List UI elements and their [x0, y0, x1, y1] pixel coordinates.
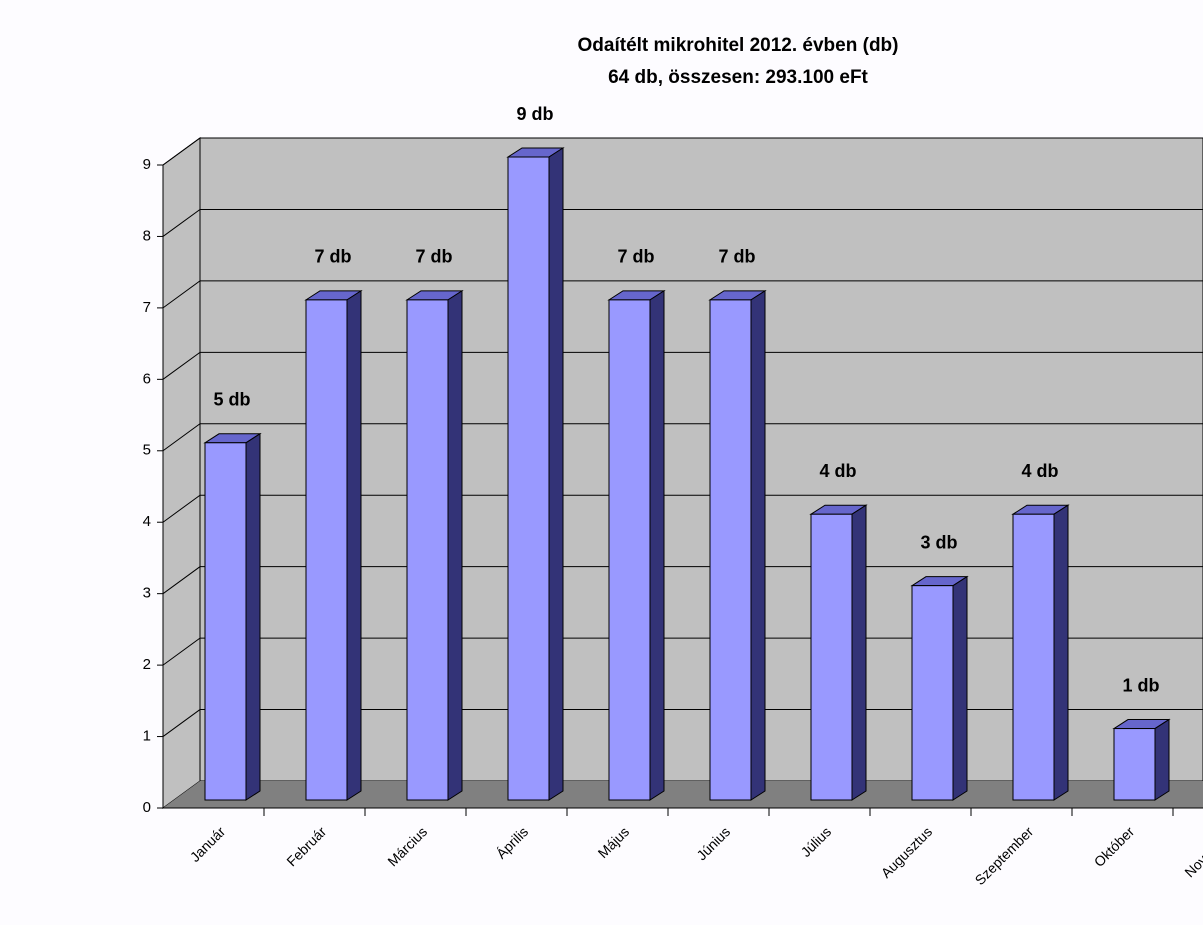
bar-side — [851, 504, 867, 801]
y-tick-label: 2 — [143, 656, 151, 673]
grid-line — [162, 494, 1203, 523]
bar-side — [447, 289, 463, 801]
value-label: 7 db — [617, 247, 654, 267]
x-tick-label: Szeptember — [972, 823, 1037, 888]
x-tick-label: Március — [384, 823, 430, 869]
x-tick-label: Február — [283, 823, 329, 869]
bar — [204, 442, 247, 801]
x-tick-label: Április — [493, 823, 531, 861]
y-tick-label: 0 — [143, 799, 151, 816]
x-tick-label: November — [1181, 823, 1203, 880]
bar — [406, 299, 449, 801]
y-tick-label: 8 — [143, 227, 151, 244]
bar — [1012, 513, 1055, 801]
value-label: 7 db — [314, 247, 351, 267]
bar — [911, 585, 954, 801]
bar-side — [1053, 504, 1069, 801]
bar-side — [346, 289, 362, 801]
y-tick-label: 1 — [143, 728, 151, 745]
value-label: 9 db — [516, 104, 553, 124]
bar — [1113, 728, 1156, 801]
value-label: 7 db — [415, 247, 452, 267]
grid-line — [162, 637, 1203, 666]
y-tick-label: 9 — [143, 156, 151, 173]
grid-line — [162, 208, 1203, 237]
x-tick-label: Január — [187, 823, 229, 865]
grid-line — [162, 709, 1203, 737]
x-tick-label: Május — [595, 823, 633, 861]
y-tick-label: 7 — [143, 299, 151, 316]
grid-line — [162, 566, 1203, 595]
grid-line — [162, 280, 1203, 309]
value-label: 3 db — [920, 532, 957, 552]
value-label: 5 db — [213, 390, 250, 410]
bar — [305, 299, 348, 801]
value-label: 7 db — [718, 247, 755, 267]
y-tick-label: 5 — [143, 442, 151, 459]
bar-side — [649, 289, 665, 801]
x-tick-label: Augusztus — [878, 823, 936, 881]
grid-line — [162, 137, 1203, 166]
bar-side — [548, 147, 564, 801]
bar-side — [1154, 718, 1170, 801]
y-tick-label: 6 — [143, 370, 151, 387]
bar-side — [952, 575, 968, 801]
value-label: 1 db — [1122, 675, 1159, 695]
grid-line — [162, 351, 1203, 380]
bar — [709, 299, 752, 801]
x-tick-label: Július — [798, 823, 835, 860]
x-tick-label: Október — [1091, 823, 1138, 870]
chart-title: Odaítélt mikrohitel 2012. évben (db) — [578, 35, 899, 56]
bar — [810, 513, 853, 801]
bar-side — [245, 432, 261, 801]
bar — [608, 299, 651, 801]
y-tick-label: 4 — [143, 513, 151, 530]
x-tick-label: Június — [693, 823, 733, 863]
chart-subtitle: 64 db, összesen: 293.100 eFt — [608, 67, 868, 88]
bar-side — [750, 289, 766, 801]
value-label: 4 db — [1021, 461, 1058, 481]
value-label: 4 db — [819, 461, 856, 481]
y-tick-label: 3 — [143, 585, 151, 602]
bar — [507, 156, 550, 801]
side-wall — [162, 137, 201, 809]
grid-line — [162, 423, 1203, 452]
